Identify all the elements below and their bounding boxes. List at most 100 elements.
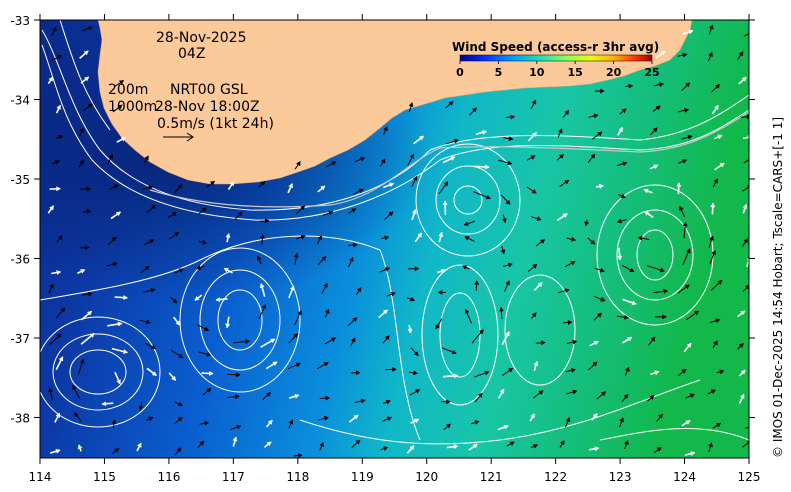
current-arrow bbox=[738, 76, 747, 85]
current-arrow bbox=[676, 182, 682, 195]
current-arrow bbox=[533, 282, 543, 291]
current-arrow bbox=[227, 181, 235, 191]
current-arrow bbox=[51, 270, 62, 275]
current-arrow bbox=[288, 419, 294, 429]
current-arrow bbox=[47, 205, 55, 214]
current-arrow bbox=[737, 310, 746, 318]
current-arrow bbox=[619, 108, 627, 115]
current-arrow bbox=[526, 155, 536, 161]
current-arrow bbox=[498, 306, 504, 319]
credit-text: © IMOS 01-Dec-2025 14:54 Hobart; Tscale=… bbox=[771, 117, 785, 458]
current-arrow bbox=[174, 447, 182, 456]
current-arrow bbox=[384, 211, 394, 220]
current-arrow bbox=[475, 130, 488, 135]
current-arrow bbox=[712, 340, 718, 349]
y-tick-label: -33 bbox=[10, 14, 30, 28]
current-arrow bbox=[742, 203, 748, 214]
contour-lines bbox=[40, 20, 749, 445]
current-arrow bbox=[385, 367, 397, 372]
shelf-line bbox=[149, 111, 749, 208]
y-tick-label: -36 bbox=[10, 253, 30, 267]
current-arrow bbox=[684, 451, 696, 456]
current-arrow bbox=[199, 420, 209, 426]
current-arrow bbox=[259, 218, 270, 224]
current-arrow bbox=[617, 127, 624, 136]
current-arrow bbox=[48, 283, 54, 294]
current-arrow bbox=[737, 343, 744, 350]
current-arrow bbox=[708, 24, 714, 35]
current-arrow bbox=[138, 401, 144, 411]
current-arrow bbox=[79, 50, 89, 59]
current-arrow bbox=[80, 310, 93, 321]
current-arrow bbox=[503, 262, 513, 268]
current-arrow bbox=[78, 159, 85, 168]
current-arrow bbox=[348, 208, 357, 214]
current-arrow bbox=[681, 134, 693, 140]
x-tick-label: 122 bbox=[544, 470, 567, 484]
current-arrow bbox=[258, 304, 267, 319]
current-arrow bbox=[438, 181, 449, 195]
current-arrow bbox=[587, 153, 596, 163]
current-arrow bbox=[383, 182, 395, 189]
current-arrow bbox=[347, 317, 358, 327]
current-arrow bbox=[501, 331, 510, 346]
current-arrow bbox=[55, 356, 64, 371]
current-arrow bbox=[682, 248, 691, 265]
current-arrow bbox=[146, 367, 157, 377]
current-arrow bbox=[563, 320, 573, 325]
x-tick-label: 120 bbox=[415, 470, 438, 484]
current-arrow bbox=[407, 324, 413, 334]
current-arrow bbox=[685, 393, 695, 399]
current-arrow bbox=[169, 296, 178, 304]
current-arrow bbox=[589, 340, 599, 347]
current-arrow bbox=[679, 205, 686, 218]
current-arrow bbox=[682, 29, 694, 35]
map-date: 28-Nov-2025 bbox=[156, 30, 247, 46]
current-arrow bbox=[55, 134, 64, 140]
current-arrow bbox=[714, 162, 725, 171]
current-arrow bbox=[107, 321, 123, 327]
colorbar-tick-label: 20 bbox=[606, 66, 622, 79]
current-arrow bbox=[617, 161, 628, 167]
current-arrow bbox=[319, 441, 324, 451]
current-arrow bbox=[681, 82, 691, 92]
current-arrow bbox=[167, 211, 178, 219]
current-arrow bbox=[435, 318, 443, 330]
current-arrow bbox=[296, 234, 306, 240]
current-arrow bbox=[737, 51, 744, 60]
current-arrow bbox=[708, 442, 713, 453]
current-arrow bbox=[566, 236, 577, 242]
current-arrow bbox=[710, 202, 716, 215]
current-arrow bbox=[196, 265, 205, 270]
current-arrow bbox=[170, 349, 184, 359]
current-arrow bbox=[80, 76, 90, 84]
current-arrow bbox=[350, 370, 361, 376]
current-arrow bbox=[83, 103, 93, 111]
data-source: NRT00 GSL bbox=[170, 82, 248, 98]
current-arrow bbox=[677, 284, 690, 294]
current-arrow bbox=[201, 371, 214, 376]
current-arrow bbox=[596, 391, 607, 400]
current-arrow bbox=[497, 388, 505, 399]
current-arrow bbox=[293, 453, 303, 458]
current-arrow bbox=[82, 209, 92, 214]
current-arrow bbox=[590, 413, 598, 421]
current-arrow bbox=[114, 371, 121, 385]
current-arrow bbox=[322, 210, 334, 216]
contour-label-1000m: 1000m bbox=[108, 99, 157, 115]
current-arrow bbox=[622, 336, 633, 344]
current-arrow bbox=[707, 389, 716, 395]
current-arrow bbox=[707, 51, 713, 62]
y-tick-label: -38 bbox=[10, 412, 30, 426]
current-arrow bbox=[288, 393, 300, 399]
x-tick-label: 124 bbox=[673, 470, 696, 484]
current-arrow bbox=[464, 308, 472, 324]
current-arrow bbox=[565, 368, 576, 373]
current-arrow bbox=[194, 294, 203, 301]
current-arrow bbox=[470, 420, 480, 425]
current-arrow bbox=[265, 419, 273, 428]
current-arrow bbox=[350, 337, 356, 347]
current-arrow bbox=[223, 267, 233, 274]
current-arrow bbox=[114, 80, 125, 87]
current-arrow bbox=[382, 335, 390, 344]
